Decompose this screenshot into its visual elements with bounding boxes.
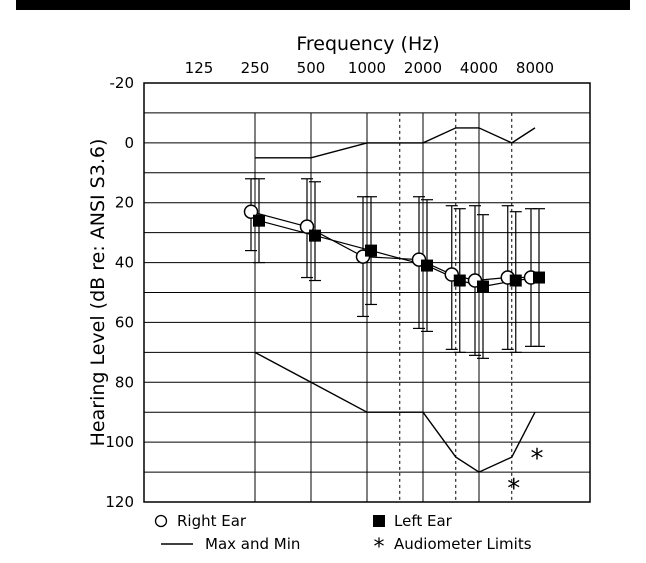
series-markers: ** [243,204,545,504]
y-tick-label: 80 [115,373,134,391]
legend: Right Ear Left Ear Max and Min * Audiometer … [154,512,532,560]
max-min-line [255,127,536,159]
max-min-line [254,351,536,473]
legend-item: * Audiometer Limits [374,535,532,560]
plot-frame [143,82,591,503]
legend-label: Audiometer Limits [394,535,532,553]
legend-item: Left Ear [373,512,453,530]
audiometer-limit-point: * [531,444,544,474]
legend-item: Max and Min [161,535,300,553]
series-lines [250,127,540,473]
audiometer-limit-point: * [507,474,520,504]
left-ear-point [253,214,265,227]
y-tick-label: 0 [124,134,134,152]
legend-label: Max and Min [205,535,300,553]
top-rule [16,0,630,10]
x-tick-label: 2000 [404,59,442,77]
grid [144,112,590,502]
left-ear-point [533,271,545,284]
y-tick-label: 120 [105,493,134,511]
x-tick-labels: 125 250 500 1000 2000 4000 8000 [185,59,554,77]
legend-label: Left Ear [394,512,453,530]
y-tick-label: -20 [110,74,135,92]
left-ear-point [309,229,321,242]
x-tick-label: 4000 [460,59,498,77]
error-bars [245,178,545,359]
legend-circle-icon [154,514,168,528]
y-axis-title: Hearing Level (dB re: ANSI S3.6) [87,139,109,447]
left-ear-point [453,274,466,287]
x-tick-label: 8000 [516,59,554,77]
left-ear-point [509,274,522,287]
legend-square-icon [373,515,385,527]
y-tick-label: 60 [115,313,134,331]
left-ear-point [477,280,489,293]
y-tick-labels: -20 0 20 40 60 80 100 120 [105,74,134,511]
legend-item: Right Ear [154,512,247,530]
legend-asterisk-icon: * [374,535,385,560]
left-ear-point [365,244,377,257]
x-tick-label: 125 [185,59,214,77]
y-tick-label: 20 [115,194,134,212]
x-tick-label: 1000 [348,59,386,77]
left-ear-point [421,259,433,272]
x-tick-label: 500 [297,59,326,77]
y-tick-label: 100 [105,433,134,451]
x-axis-title: Frequency (Hz) [296,33,439,55]
right-ear-line [250,211,531,282]
y-tick-label: 40 [115,254,134,272]
legend-label: Right Ear [177,512,247,530]
x-tick-label: 250 [241,59,270,77]
